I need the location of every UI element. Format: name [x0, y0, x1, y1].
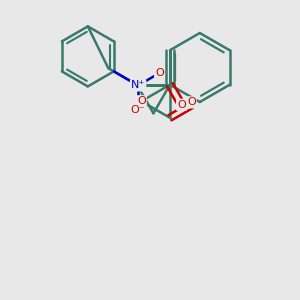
- Text: N⁺: N⁺: [131, 80, 145, 90]
- Text: O: O: [155, 68, 164, 78]
- Text: O: O: [187, 98, 196, 107]
- Text: O: O: [137, 96, 146, 106]
- Text: O: O: [133, 80, 141, 90]
- Text: O⁻: O⁻: [131, 105, 146, 115]
- Text: O: O: [177, 100, 186, 110]
